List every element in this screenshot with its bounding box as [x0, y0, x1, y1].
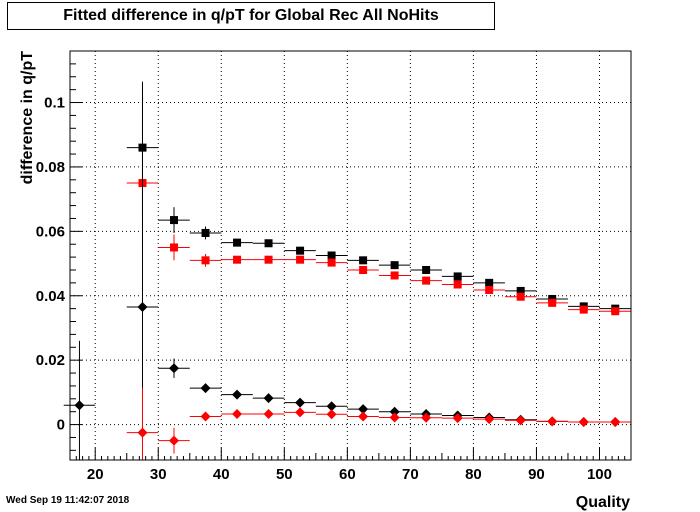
square-marker [264, 255, 273, 264]
square-marker [327, 251, 336, 260]
diamond-marker [515, 415, 526, 426]
square-marker [390, 271, 399, 280]
square-marker [359, 265, 368, 274]
diamond-marker [263, 393, 274, 404]
square-marker [453, 272, 462, 281]
diamond-marker [578, 416, 589, 427]
square-marker [485, 278, 494, 287]
square-marker [611, 307, 620, 316]
diamond-marker [295, 407, 306, 418]
x-tick-label: 100 [587, 466, 612, 483]
diamond-marker [74, 400, 85, 411]
square-marker [579, 305, 588, 314]
square-marker [485, 285, 494, 294]
diamond-marker [232, 408, 243, 419]
diamond-marker [137, 302, 148, 313]
x-tick-label: 70 [402, 466, 419, 483]
diamond-marker [421, 412, 432, 423]
diamond-marker [452, 413, 463, 424]
diamond-marker [326, 401, 337, 412]
x-tick-label: 60 [339, 466, 356, 483]
square-marker [327, 258, 336, 267]
diamond-marker [389, 412, 400, 423]
square-marker [516, 286, 525, 295]
y-tick-label: 0.04 [36, 288, 66, 305]
x-tick-label: 20 [87, 466, 104, 483]
x-tick-label: 50 [276, 466, 293, 483]
y-tick-label: 0.06 [36, 223, 65, 240]
y-tick-label: 0 [57, 417, 65, 434]
diamond-marker [358, 404, 369, 415]
data-marks [63, 81, 631, 460]
diamond-marker [169, 435, 180, 446]
diamond-marker [547, 416, 558, 427]
square-marker [233, 238, 242, 247]
square-marker [359, 256, 368, 265]
square-marker [201, 256, 210, 265]
x-tick-label: 90 [528, 466, 545, 483]
timestamp: Wed Sep 19 11:42:07 2018 [6, 495, 130, 506]
square-marker [264, 239, 273, 248]
x-tick-label: 30 [150, 466, 167, 483]
diamond-marker [610, 416, 621, 427]
axis-ticks: 20 30 40 50 60 70 80 90 100 0 0.02 0.04 0.06 0.08 0.1 [36, 50, 632, 483]
diamond-marker [200, 383, 211, 394]
square-marker [516, 292, 525, 301]
square-marker [296, 255, 305, 264]
diamond-marker [389, 406, 400, 417]
square-marker [548, 298, 557, 307]
diamond-marker [137, 427, 148, 438]
y-tick-label: 0.02 [36, 352, 65, 369]
diamond-marker [200, 411, 211, 422]
square-marker [170, 243, 179, 252]
diamond-marker [358, 411, 369, 422]
square-marker [296, 246, 305, 255]
square-marker [170, 216, 179, 225]
y-tick-label: 0.08 [36, 159, 65, 176]
plot-frame [69, 50, 632, 461]
square-marker [201, 228, 210, 237]
diamond-marker [232, 389, 243, 400]
square-marker [422, 265, 431, 274]
diamond-marker [263, 408, 274, 419]
square-marker [390, 261, 399, 270]
y-axis-label: difference in q/pT [19, 51, 36, 185]
x-tick-label: 80 [465, 466, 482, 483]
x-axis-label: Quality [576, 494, 630, 511]
diamond-marker [326, 409, 337, 420]
y-tick-label: 0.1 [44, 95, 65, 112]
x-tick-label: 40 [213, 466, 230, 483]
square-marker [453, 280, 462, 289]
diamond-marker [484, 414, 495, 425]
chart-title: Fitted difference in q/pT for Global Rec… [7, 2, 495, 30]
diamond-marker [169, 363, 180, 374]
square-marker [422, 276, 431, 285]
square-marker [233, 255, 242, 264]
grid [70, 51, 631, 460]
diamond-marker [295, 397, 306, 408]
